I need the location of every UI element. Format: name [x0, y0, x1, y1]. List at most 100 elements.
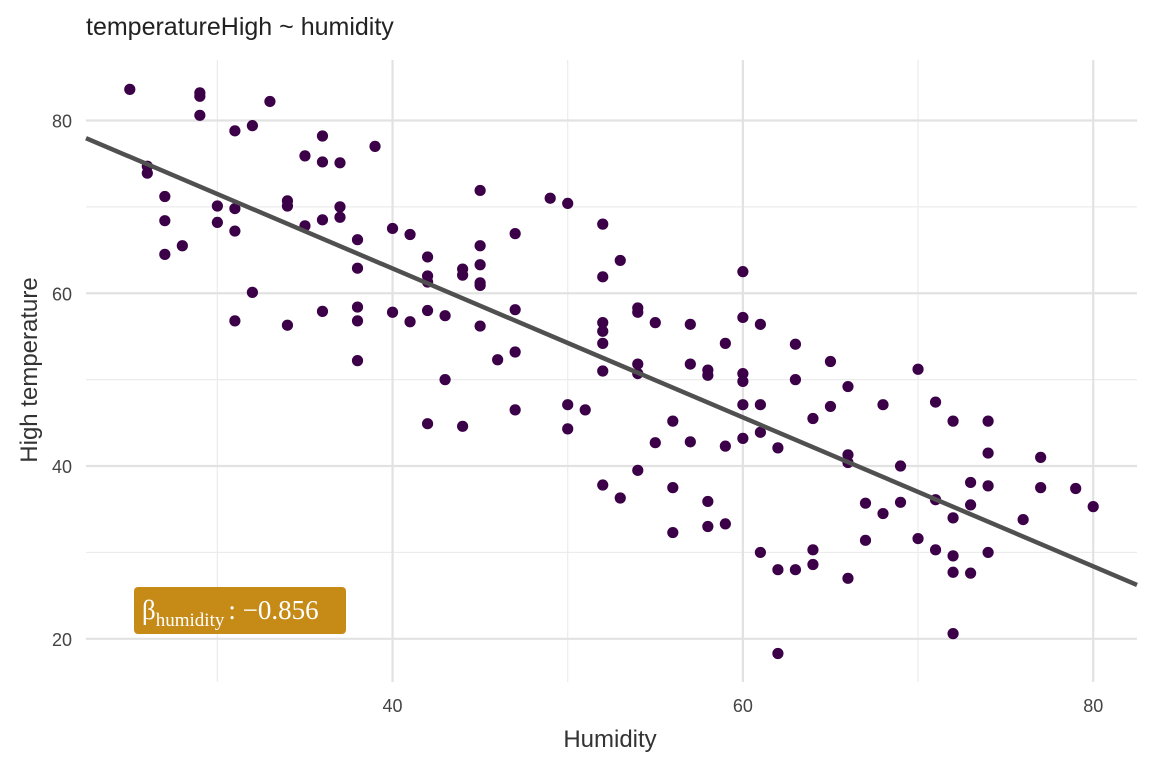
data-point	[246, 286, 259, 298]
data-point	[176, 240, 188, 252]
data-point	[912, 532, 924, 545]
coefficient-value: : −0.856	[228, 595, 318, 625]
data-point	[457, 269, 469, 281]
data-point	[807, 412, 819, 425]
data-point	[194, 90, 206, 102]
data-point	[964, 476, 977, 489]
grid-major	[86, 60, 1137, 682]
data-point	[649, 437, 661, 449]
data-point	[824, 400, 837, 413]
data-point	[842, 449, 854, 461]
data-point	[632, 358, 644, 370]
data-point	[737, 367, 749, 380]
data-point	[421, 304, 434, 317]
data-point	[1017, 513, 1029, 526]
x-tick-label: 80	[1083, 696, 1103, 716]
data-point	[229, 225, 241, 237]
data-point	[457, 420, 469, 432]
data-point	[684, 358, 696, 370]
y-tick-label: 80	[52, 111, 72, 131]
data-point	[754, 426, 766, 438]
data-point	[894, 496, 907, 508]
data-point	[947, 550, 959, 562]
data-point	[754, 399, 766, 411]
data-point	[947, 628, 959, 640]
data-point	[597, 317, 609, 329]
data-point	[264, 95, 276, 108]
annotation-background	[134, 587, 346, 634]
data-point	[281, 200, 294, 212]
data-point	[229, 315, 241, 327]
data-point	[632, 464, 644, 476]
data-point	[124, 83, 136, 95]
data-point	[614, 492, 626, 504]
data-point	[754, 318, 766, 330]
data-point	[211, 216, 223, 229]
data-point	[492, 354, 504, 366]
data-point	[351, 262, 364, 274]
data-point	[947, 415, 959, 427]
data-point	[404, 316, 416, 328]
data-point	[246, 120, 259, 132]
data-point	[982, 415, 994, 427]
data-point	[597, 479, 609, 491]
data-point	[649, 317, 661, 329]
data-point	[982, 480, 994, 492]
data-point	[334, 211, 346, 223]
data-point	[509, 228, 521, 240]
data-point	[877, 399, 889, 411]
data-point	[334, 201, 346, 213]
y-tick-label: 40	[52, 457, 72, 477]
data-point	[474, 184, 486, 197]
data-point	[702, 495, 714, 508]
coefficient-annotation: βhumidity: −0.856	[134, 587, 346, 634]
data-point	[982, 447, 994, 459]
data-point	[509, 304, 521, 316]
data-point	[474, 279, 486, 292]
data-point	[351, 315, 364, 327]
data-point	[894, 460, 907, 472]
data-point	[299, 150, 311, 162]
data-point	[807, 544, 819, 556]
data-point	[929, 396, 942, 408]
data-point	[982, 546, 994, 559]
data-point	[702, 520, 714, 533]
data-point	[229, 202, 241, 215]
data-point	[194, 109, 206, 121]
data-point	[719, 440, 731, 452]
data-point	[667, 526, 679, 539]
data-point	[719, 337, 731, 349]
x-axis-label: Humidity	[563, 726, 656, 753]
data-point	[386, 222, 399, 235]
data-point	[824, 355, 837, 368]
data-point	[1035, 451, 1047, 463]
data-point	[807, 558, 819, 571]
data-point	[929, 544, 942, 556]
data-point	[1087, 501, 1099, 513]
data-point	[421, 418, 434, 430]
data-point	[159, 215, 171, 227]
data-point	[281, 319, 294, 331]
data-point	[544, 192, 556, 204]
data-point	[789, 374, 802, 386]
data-point	[509, 404, 521, 416]
data-point	[947, 566, 959, 578]
data-point	[772, 647, 784, 660]
data-point	[1035, 482, 1047, 494]
data-point	[789, 564, 802, 576]
data-point	[772, 564, 784, 576]
beta-symbol: β	[142, 595, 156, 625]
data-point	[737, 375, 749, 387]
data-point	[632, 306, 644, 318]
data-point	[439, 374, 451, 386]
data-point	[912, 363, 924, 375]
data-point	[351, 355, 364, 367]
data-point	[754, 546, 766, 559]
data-point	[684, 436, 696, 448]
x-tick-label: 60	[733, 696, 753, 716]
data-point	[859, 497, 872, 509]
data-point	[509, 346, 521, 358]
data-point	[351, 234, 364, 246]
data-point	[842, 572, 854, 584]
data-point	[737, 432, 749, 444]
